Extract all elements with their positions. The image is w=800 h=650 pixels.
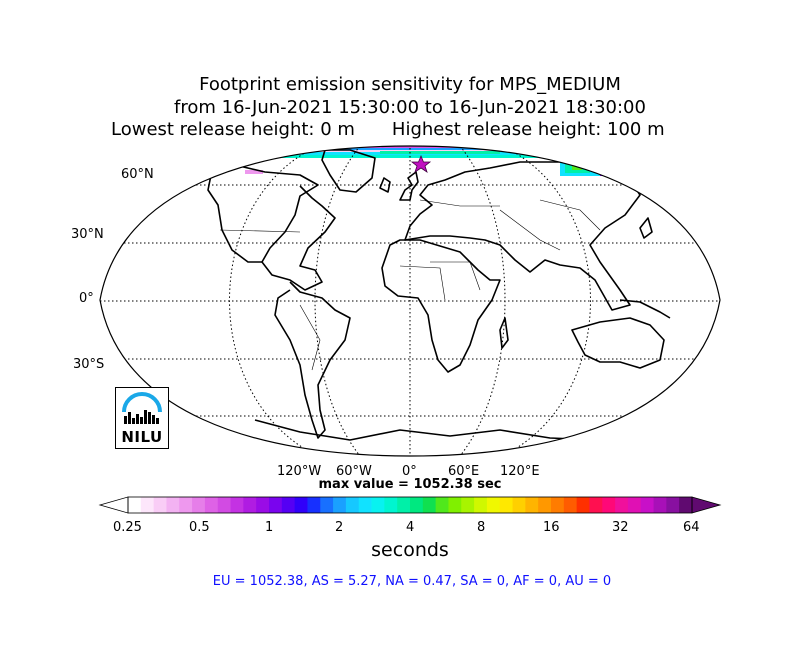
country-borders bbox=[219, 199, 601, 371]
colorbar-swatch bbox=[128, 497, 142, 513]
colorbar-frame bbox=[127, 496, 693, 514]
graticule bbox=[100, 146, 720, 456]
colorbar-swatch bbox=[358, 497, 372, 513]
colorbar-tick-label: 4 bbox=[406, 520, 415, 535]
colorbar-swatch bbox=[153, 497, 167, 513]
colorbar-swatch bbox=[525, 497, 539, 513]
colorbar-swatch bbox=[538, 497, 552, 513]
colorbar-tick-label: 2 bbox=[335, 520, 344, 535]
lat-label-60n: 60°N bbox=[121, 167, 154, 182]
colorbar-swatch bbox=[307, 497, 321, 513]
colorbar-swatch bbox=[666, 497, 680, 513]
colorbar-swatch bbox=[204, 497, 219, 513]
lon-label-60w: 60°W bbox=[336, 464, 372, 479]
plot-title-line-3: Lowest release height: 0 m Highest releas… bbox=[111, 119, 665, 141]
colorbar-swatch bbox=[397, 497, 411, 513]
colorbar-tick-label: 32 bbox=[612, 520, 629, 535]
colorbar-tick-label: 0.5 bbox=[189, 520, 210, 535]
colorbar-swatch bbox=[474, 497, 488, 513]
release-site-star-icon bbox=[410, 154, 432, 173]
map-interior bbox=[100, 146, 720, 456]
colorbar-swatch bbox=[371, 497, 385, 513]
colorbar-swatch bbox=[217, 497, 231, 513]
plot-title-line-1: Footprint emission sensitivity for MPS_M… bbox=[199, 74, 621, 95]
lon-label-60e: 60°E bbox=[448, 464, 480, 479]
colorbar-swatch bbox=[679, 497, 693, 513]
colorbar-swatch bbox=[627, 497, 642, 513]
colorbar-tick-label: 8 bbox=[477, 520, 486, 535]
colorbar-swatch bbox=[140, 497, 155, 513]
colorbar-swatch bbox=[563, 497, 578, 513]
lat-label-0: 0° bbox=[79, 291, 94, 306]
colorbar-swatch bbox=[615, 497, 629, 513]
lon-label-120e: 120°E bbox=[500, 464, 540, 479]
map-boundary bbox=[99, 145, 721, 457]
lon-label-0: 0° bbox=[402, 464, 417, 479]
nilu-logo-text: NILU bbox=[121, 428, 163, 446]
colorbar-swatch bbox=[640, 497, 654, 513]
colorbar-extend-max bbox=[691, 496, 722, 514]
colorbar-swatch bbox=[410, 497, 424, 513]
colorbar-swatch bbox=[602, 497, 616, 513]
plot-title-line-2: from 16-Jun-2021 15:30:00 to 16-Jun-2021… bbox=[174, 97, 646, 118]
colorbar-swatch bbox=[486, 497, 501, 513]
colorbar-swatch bbox=[269, 497, 283, 513]
colorbar-swatch bbox=[551, 497, 565, 513]
lowest-release-height: Lowest release height: 0 m bbox=[111, 119, 355, 140]
colorbar-swatch bbox=[576, 497, 590, 513]
colorbar-swatch bbox=[294, 497, 308, 513]
nilu-logo: NILU bbox=[115, 387, 169, 449]
colorbar-swatch bbox=[589, 497, 603, 513]
colorbar-extend-min bbox=[98, 496, 129, 514]
region-totals: EU = 1052.38, AS = 5.27, NA = 0.47, SA =… bbox=[212, 574, 612, 589]
max-value-label: max value = 1052.38 sec bbox=[318, 477, 502, 492]
colorbar-swatch bbox=[179, 497, 193, 513]
colorbar-tick-label: 64 bbox=[683, 520, 700, 535]
colorbar-swatch bbox=[422, 497, 437, 513]
colorbar-swatch bbox=[333, 497, 347, 513]
colorbar-swatch bbox=[461, 497, 475, 513]
colorbar-swatch bbox=[448, 497, 462, 513]
colorbar-swatch bbox=[653, 497, 667, 513]
colorbar-tick-label: 1 bbox=[265, 520, 274, 535]
colorbar-swatch bbox=[281, 497, 296, 513]
colorbar-swatch bbox=[230, 497, 244, 513]
colorbar-swatch bbox=[384, 497, 398, 513]
lat-label-30n: 30°N bbox=[71, 227, 104, 242]
colorbar-swatch bbox=[512, 497, 526, 513]
colorbar-swatch bbox=[435, 497, 449, 513]
colorbar-tick-label: 16 bbox=[543, 520, 560, 535]
colorbar-tick-label: 0.25 bbox=[113, 520, 142, 535]
colorbar-swatch bbox=[320, 497, 334, 513]
colorbar-swatch bbox=[345, 497, 360, 513]
colorbar-unit-label: seconds bbox=[371, 539, 449, 561]
colorbar-swatch bbox=[166, 497, 180, 513]
colorbar bbox=[98, 496, 722, 514]
nilu-skyline-icon bbox=[122, 392, 162, 424]
colorbar-swatch bbox=[243, 497, 257, 513]
highest-release-height: Highest release height: 100 m bbox=[391, 119, 665, 140]
lon-label-120w: 120°W bbox=[277, 464, 322, 479]
lat-label-30s: 30°S bbox=[73, 357, 105, 372]
colorbar-swatch bbox=[192, 497, 206, 513]
colorbar-swatch bbox=[256, 497, 270, 513]
colorbar-swatch bbox=[499, 497, 513, 513]
